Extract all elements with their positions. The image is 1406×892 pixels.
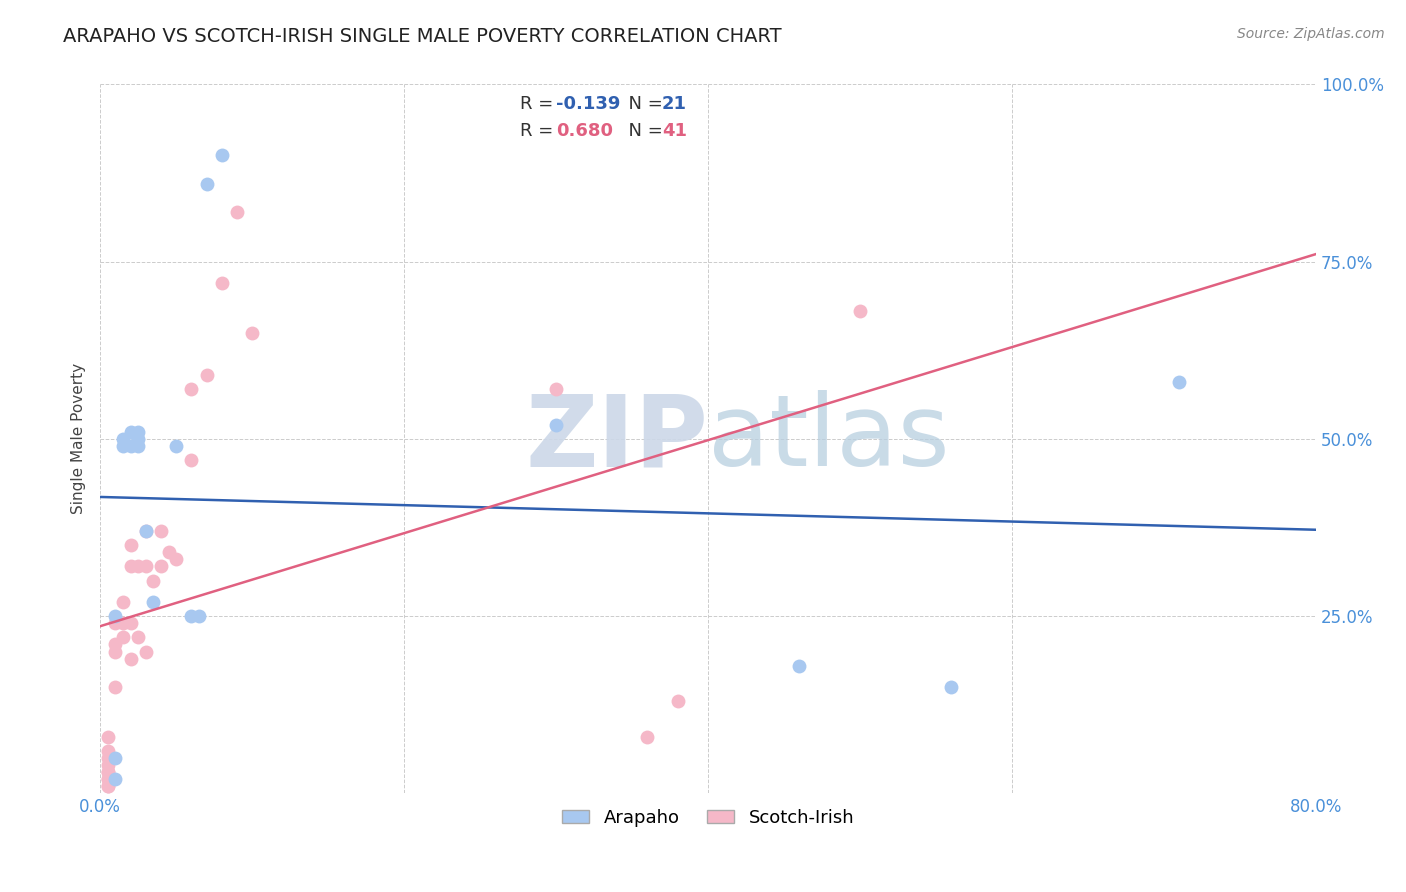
Point xyxy=(180,609,202,624)
Point xyxy=(546,417,568,432)
Point xyxy=(111,631,134,645)
Point xyxy=(240,326,263,340)
Text: R =: R = xyxy=(520,95,558,112)
Point xyxy=(97,765,120,780)
Point xyxy=(180,382,202,396)
Text: N =: N = xyxy=(617,121,668,139)
Text: 0.680: 0.680 xyxy=(557,121,613,139)
Point xyxy=(135,524,157,538)
Point xyxy=(149,559,172,574)
Point xyxy=(636,730,658,744)
Point xyxy=(135,644,157,658)
Point xyxy=(165,552,187,566)
Point xyxy=(157,545,180,559)
Point xyxy=(546,382,568,396)
Text: Source: ZipAtlas.com: Source: ZipAtlas.com xyxy=(1237,27,1385,41)
Text: 21: 21 xyxy=(662,95,688,112)
Point xyxy=(211,148,233,162)
Text: 41: 41 xyxy=(662,121,688,139)
Point xyxy=(111,439,134,453)
Point xyxy=(187,609,209,624)
Point xyxy=(97,730,120,744)
Point xyxy=(97,779,120,793)
Point xyxy=(127,432,149,446)
Legend: Arapaho, Scotch-Irish: Arapaho, Scotch-Irish xyxy=(555,802,862,834)
Point xyxy=(120,559,142,574)
Point xyxy=(104,772,127,787)
Point xyxy=(104,644,127,658)
Text: N =: N = xyxy=(617,95,668,112)
Text: -0.139: -0.139 xyxy=(557,95,620,112)
Point xyxy=(180,453,202,467)
Point xyxy=(97,744,120,758)
Point xyxy=(789,658,811,673)
Point xyxy=(120,651,142,665)
Point xyxy=(104,751,127,765)
Point xyxy=(149,524,172,538)
Point xyxy=(142,574,165,588)
Point xyxy=(120,538,142,552)
Point xyxy=(104,638,127,652)
Text: ZIP: ZIP xyxy=(526,391,709,487)
Point xyxy=(97,751,120,765)
Point xyxy=(111,432,134,446)
Point xyxy=(104,616,127,631)
Point xyxy=(111,595,134,609)
Point xyxy=(127,631,149,645)
Point xyxy=(142,595,165,609)
Point xyxy=(226,205,249,219)
Y-axis label: Single Male Poverty: Single Male Poverty xyxy=(72,363,86,515)
Point xyxy=(127,425,149,439)
Point xyxy=(97,772,120,787)
Point xyxy=(127,559,149,574)
Point xyxy=(165,439,187,453)
Point xyxy=(666,694,689,708)
Point xyxy=(111,616,134,631)
Point xyxy=(104,680,127,694)
Point xyxy=(97,779,120,793)
Point xyxy=(135,559,157,574)
Point xyxy=(195,177,218,191)
Point xyxy=(120,616,142,631)
Text: atlas: atlas xyxy=(709,391,949,487)
Point xyxy=(135,524,157,538)
Text: ARAPAHO VS SCOTCH-IRISH SINGLE MALE POVERTY CORRELATION CHART: ARAPAHO VS SCOTCH-IRISH SINGLE MALE POVE… xyxy=(63,27,782,45)
Point xyxy=(97,758,120,772)
Point xyxy=(120,439,142,453)
Point xyxy=(1168,375,1191,389)
Point xyxy=(97,772,120,787)
Point xyxy=(97,765,120,780)
Point xyxy=(120,425,142,439)
Point xyxy=(104,609,127,624)
Point xyxy=(849,304,872,318)
Point xyxy=(127,439,149,453)
Point xyxy=(195,368,218,383)
Text: R =: R = xyxy=(520,121,558,139)
Point xyxy=(941,680,963,694)
Point xyxy=(211,276,233,290)
